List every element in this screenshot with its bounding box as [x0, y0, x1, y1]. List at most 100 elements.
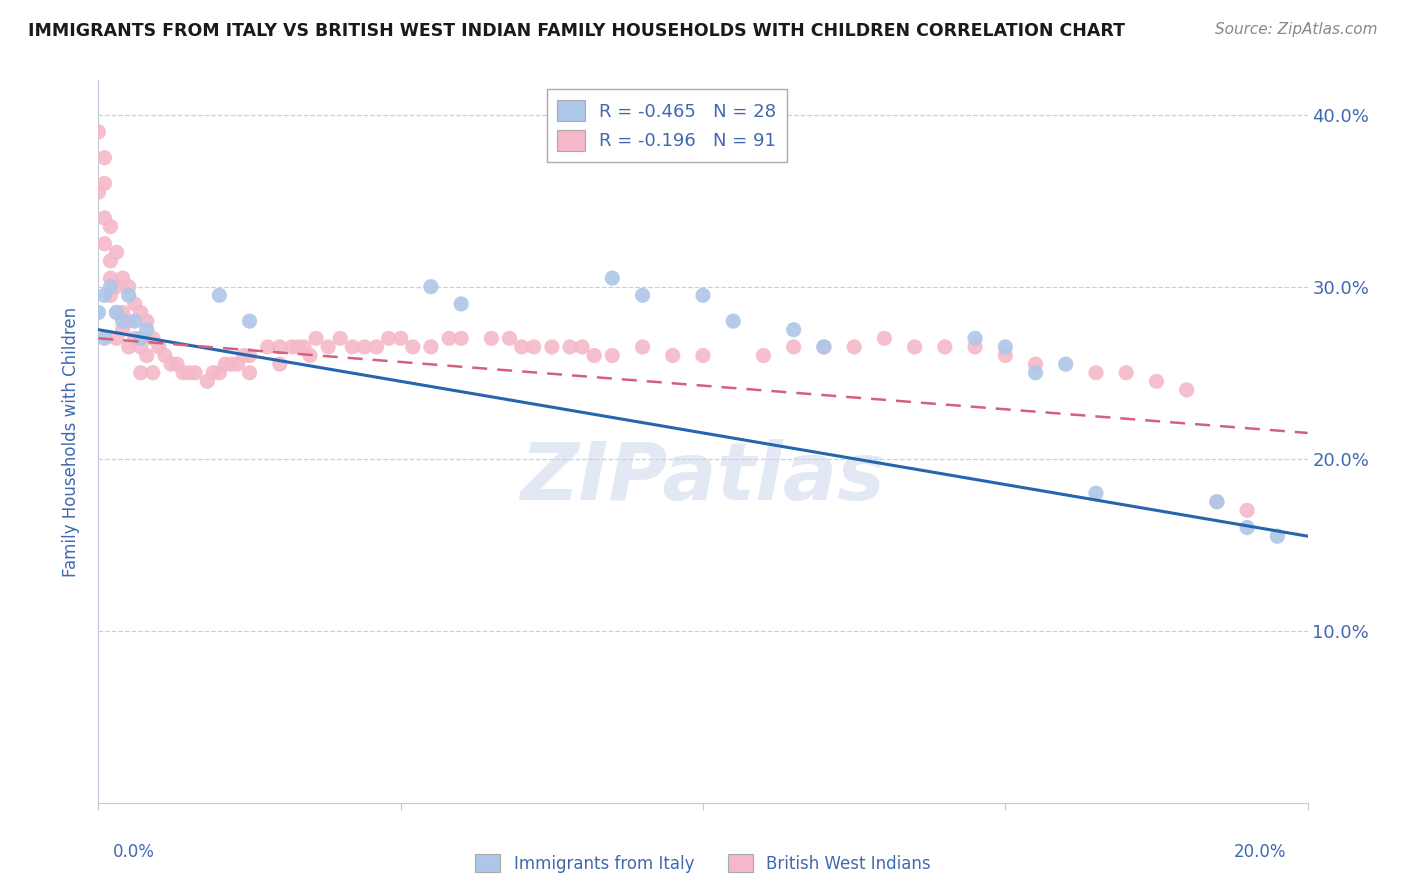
Point: [873, 331, 896, 345]
Point: [1236, 520, 1258, 534]
Point: [783, 340, 806, 354]
Point: [366, 340, 388, 354]
Point: [523, 340, 546, 354]
Point: [87, 125, 110, 139]
Point: [129, 366, 152, 380]
Point: [299, 349, 322, 363]
Point: [316, 340, 339, 354]
Point: [402, 340, 425, 354]
Point: [602, 349, 624, 363]
Point: [221, 357, 243, 371]
Point: [93, 151, 115, 165]
Legend: Immigrants from Italy, British West Indians: Immigrants from Italy, British West Indi…: [468, 847, 938, 880]
Text: IMMIGRANTS FROM ITALY VS BRITISH WEST INDIAN FAMILY HOUSEHOLDS WITH CHILDREN COR: IMMIGRANTS FROM ITALY VS BRITISH WEST IN…: [28, 22, 1125, 40]
Point: [148, 340, 170, 354]
Point: [124, 331, 146, 345]
Point: [661, 349, 683, 363]
Point: [329, 331, 352, 345]
Point: [111, 271, 134, 285]
Point: [100, 271, 122, 285]
Point: [208, 366, 231, 380]
Point: [135, 349, 157, 363]
Point: [100, 219, 122, 234]
Point: [813, 340, 835, 354]
Point: [342, 340, 364, 354]
Point: [105, 305, 128, 319]
Point: [93, 177, 115, 191]
Point: [1024, 357, 1046, 371]
Point: [87, 305, 110, 319]
Point: [269, 340, 291, 354]
Point: [1085, 486, 1108, 500]
Point: [583, 349, 606, 363]
Point: [208, 288, 231, 302]
Point: [558, 340, 581, 354]
Point: [498, 331, 520, 345]
Point: [256, 340, 278, 354]
Point: [179, 366, 201, 380]
Point: [184, 366, 207, 380]
Point: [226, 357, 249, 371]
Point: [118, 288, 141, 302]
Point: [153, 349, 176, 363]
Point: [292, 340, 315, 354]
Text: 20.0%: 20.0%: [1234, 843, 1286, 861]
Point: [111, 314, 134, 328]
Text: 0.0%: 0.0%: [112, 843, 155, 861]
Point: [118, 314, 141, 328]
Point: [124, 314, 146, 328]
Point: [783, 323, 806, 337]
Point: [93, 236, 115, 251]
Point: [166, 357, 188, 371]
Point: [105, 245, 128, 260]
Point: [239, 314, 262, 328]
Point: [389, 331, 412, 345]
Point: [100, 253, 122, 268]
Point: [269, 357, 291, 371]
Point: [287, 340, 309, 354]
Point: [105, 279, 128, 293]
Point: [281, 340, 304, 354]
Point: [994, 340, 1017, 354]
Point: [631, 340, 654, 354]
Point: [93, 211, 115, 225]
Y-axis label: Family Households with Children: Family Households with Children: [62, 307, 80, 576]
Point: [1175, 383, 1198, 397]
Point: [129, 331, 152, 345]
Point: [723, 314, 745, 328]
Point: [202, 366, 225, 380]
Point: [1054, 357, 1077, 371]
Point: [118, 340, 141, 354]
Point: [844, 340, 866, 354]
Point: [305, 331, 328, 345]
Point: [1267, 529, 1289, 543]
Point: [631, 288, 654, 302]
Point: [142, 331, 165, 345]
Point: [105, 305, 128, 319]
Point: [214, 357, 236, 371]
Point: [111, 305, 134, 319]
Point: [994, 349, 1017, 363]
Point: [160, 357, 183, 371]
Point: [510, 340, 533, 354]
Point: [377, 331, 399, 345]
Point: [239, 366, 262, 380]
Point: [904, 340, 927, 354]
Point: [232, 349, 254, 363]
Point: [172, 366, 194, 380]
Point: [1206, 494, 1229, 508]
Point: [135, 314, 157, 328]
Point: [450, 331, 472, 345]
Point: [571, 340, 593, 354]
Point: [142, 366, 165, 380]
Point: [100, 288, 122, 302]
Point: [1085, 366, 1108, 380]
Point: [602, 271, 624, 285]
Point: [111, 323, 134, 337]
Point: [93, 288, 115, 302]
Point: [87, 185, 110, 199]
Text: ZIPatlas: ZIPatlas: [520, 439, 886, 516]
Point: [420, 279, 443, 293]
Point: [437, 331, 460, 345]
Point: [965, 340, 987, 354]
